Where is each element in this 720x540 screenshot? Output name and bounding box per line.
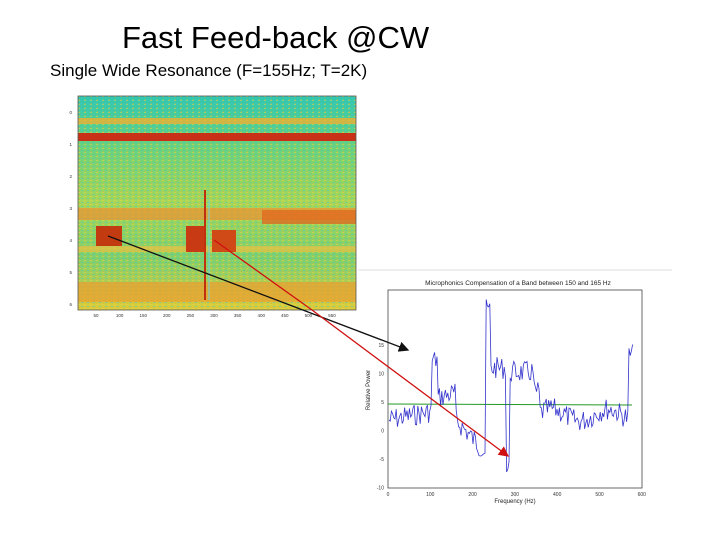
spectrogram-x-tick-label: 200 (163, 313, 171, 318)
spectrogram-y-tick-label: 6 (69, 302, 72, 307)
spectrogram-x-tick-label: 500 (305, 313, 313, 318)
plot-y-tick-label: -10 (377, 486, 384, 492)
plot-y-tick-label: -5 (380, 457, 385, 463)
compensation-plot: Microphonics Compensation of a Band betw… (358, 269, 672, 508)
spectrogram-x-tick-label: 100 (116, 313, 124, 318)
red-arrow (311, 309, 510, 457)
plot-x-tick-label: 200 (468, 492, 477, 498)
plot-x-tick-label: 100 (426, 492, 435, 498)
spectrogram-y-tick-label: 4 (69, 238, 72, 243)
spectrogram-x-tick-label: 300 (210, 313, 218, 318)
spectrogram-frame (77, 95, 357, 311)
resonance-spot-center (186, 226, 206, 252)
plot-x-tick-label: 600 (638, 492, 647, 498)
spectrogram-y-tick-label: 1 (69, 142, 72, 147)
spectrogram: 0 1 2 3 4 5 6 50 100 150 200 250 300 350 400 450 500 550 (69, 95, 357, 318)
plot-ylabel: Relative Power (366, 370, 372, 410)
resonance-band-right (262, 210, 356, 224)
plot-x-tick-label: 300 (511, 492, 520, 498)
slide-title: Fast Feed-back @CW (122, 20, 430, 55)
spectrogram-y-ticks: 0 1 2 3 4 5 6 (69, 110, 72, 307)
plot-xlabel: Frequency (Hz) (494, 499, 535, 505)
slide-subtitle: Single Wide Resonance (F=155Hz; T=2K) (50, 61, 368, 80)
black-arrow (107, 235, 410, 352)
spectrogram-y-tick-label: 2 (69, 174, 72, 179)
plot-axes-box (387, 289, 643, 489)
plot-y-tick-label: 0 (381, 429, 384, 435)
spectrogram-y-tick-label: 0 (69, 110, 72, 115)
spectrogram-band-upper (78, 118, 356, 124)
spectrogram-y-tick-label: 3 (69, 206, 72, 211)
spectrogram-x-tick-label: 50 (93, 313, 99, 318)
plot-x-ticks: 0 100 200 300 400 500 600 (387, 492, 647, 498)
blue-response-trace (388, 299, 633, 473)
spectrogram-band-bottom (78, 282, 356, 302)
plot-y-tick-label: 10 (378, 372, 384, 378)
plot-x-tick-label: 500 (595, 492, 604, 498)
spectrogram-x-tick-label: 450 (281, 313, 289, 318)
spectrogram-x-tick-label: 400 (257, 313, 265, 318)
spectrogram-x-ticks: 50 100 150 200 250 300 350 400 450 500 550 (93, 313, 336, 318)
spectrogram-x-tick-label: 250 (187, 313, 195, 318)
plot-panel (358, 270, 672, 508)
plot-x-tick-label: 400 (553, 492, 562, 498)
plot-y-tick-label: 15 (378, 343, 384, 349)
spectrogram-x-tick-label: 150 (139, 313, 147, 318)
spectrogram-band-main (78, 133, 356, 141)
plot-y-ticks: 15 10 5 0 -5 -10 (377, 343, 384, 492)
resonance-spot-right (212, 230, 236, 252)
spectrogram-x-tick-label: 550 (328, 313, 336, 318)
plot-x-tick-label: 0 (387, 492, 390, 498)
red-arrow-to-spectrum (213, 239, 313, 311)
spectrogram-noise (78, 96, 356, 310)
spectrogram-x-tick-label: 350 (234, 313, 242, 318)
spectrogram-y-tick-label: 5 (69, 270, 72, 275)
plot-y-tick-label: 5 (381, 400, 384, 406)
plot-title: Microphonics Compensation of a Band betw… (425, 280, 611, 287)
